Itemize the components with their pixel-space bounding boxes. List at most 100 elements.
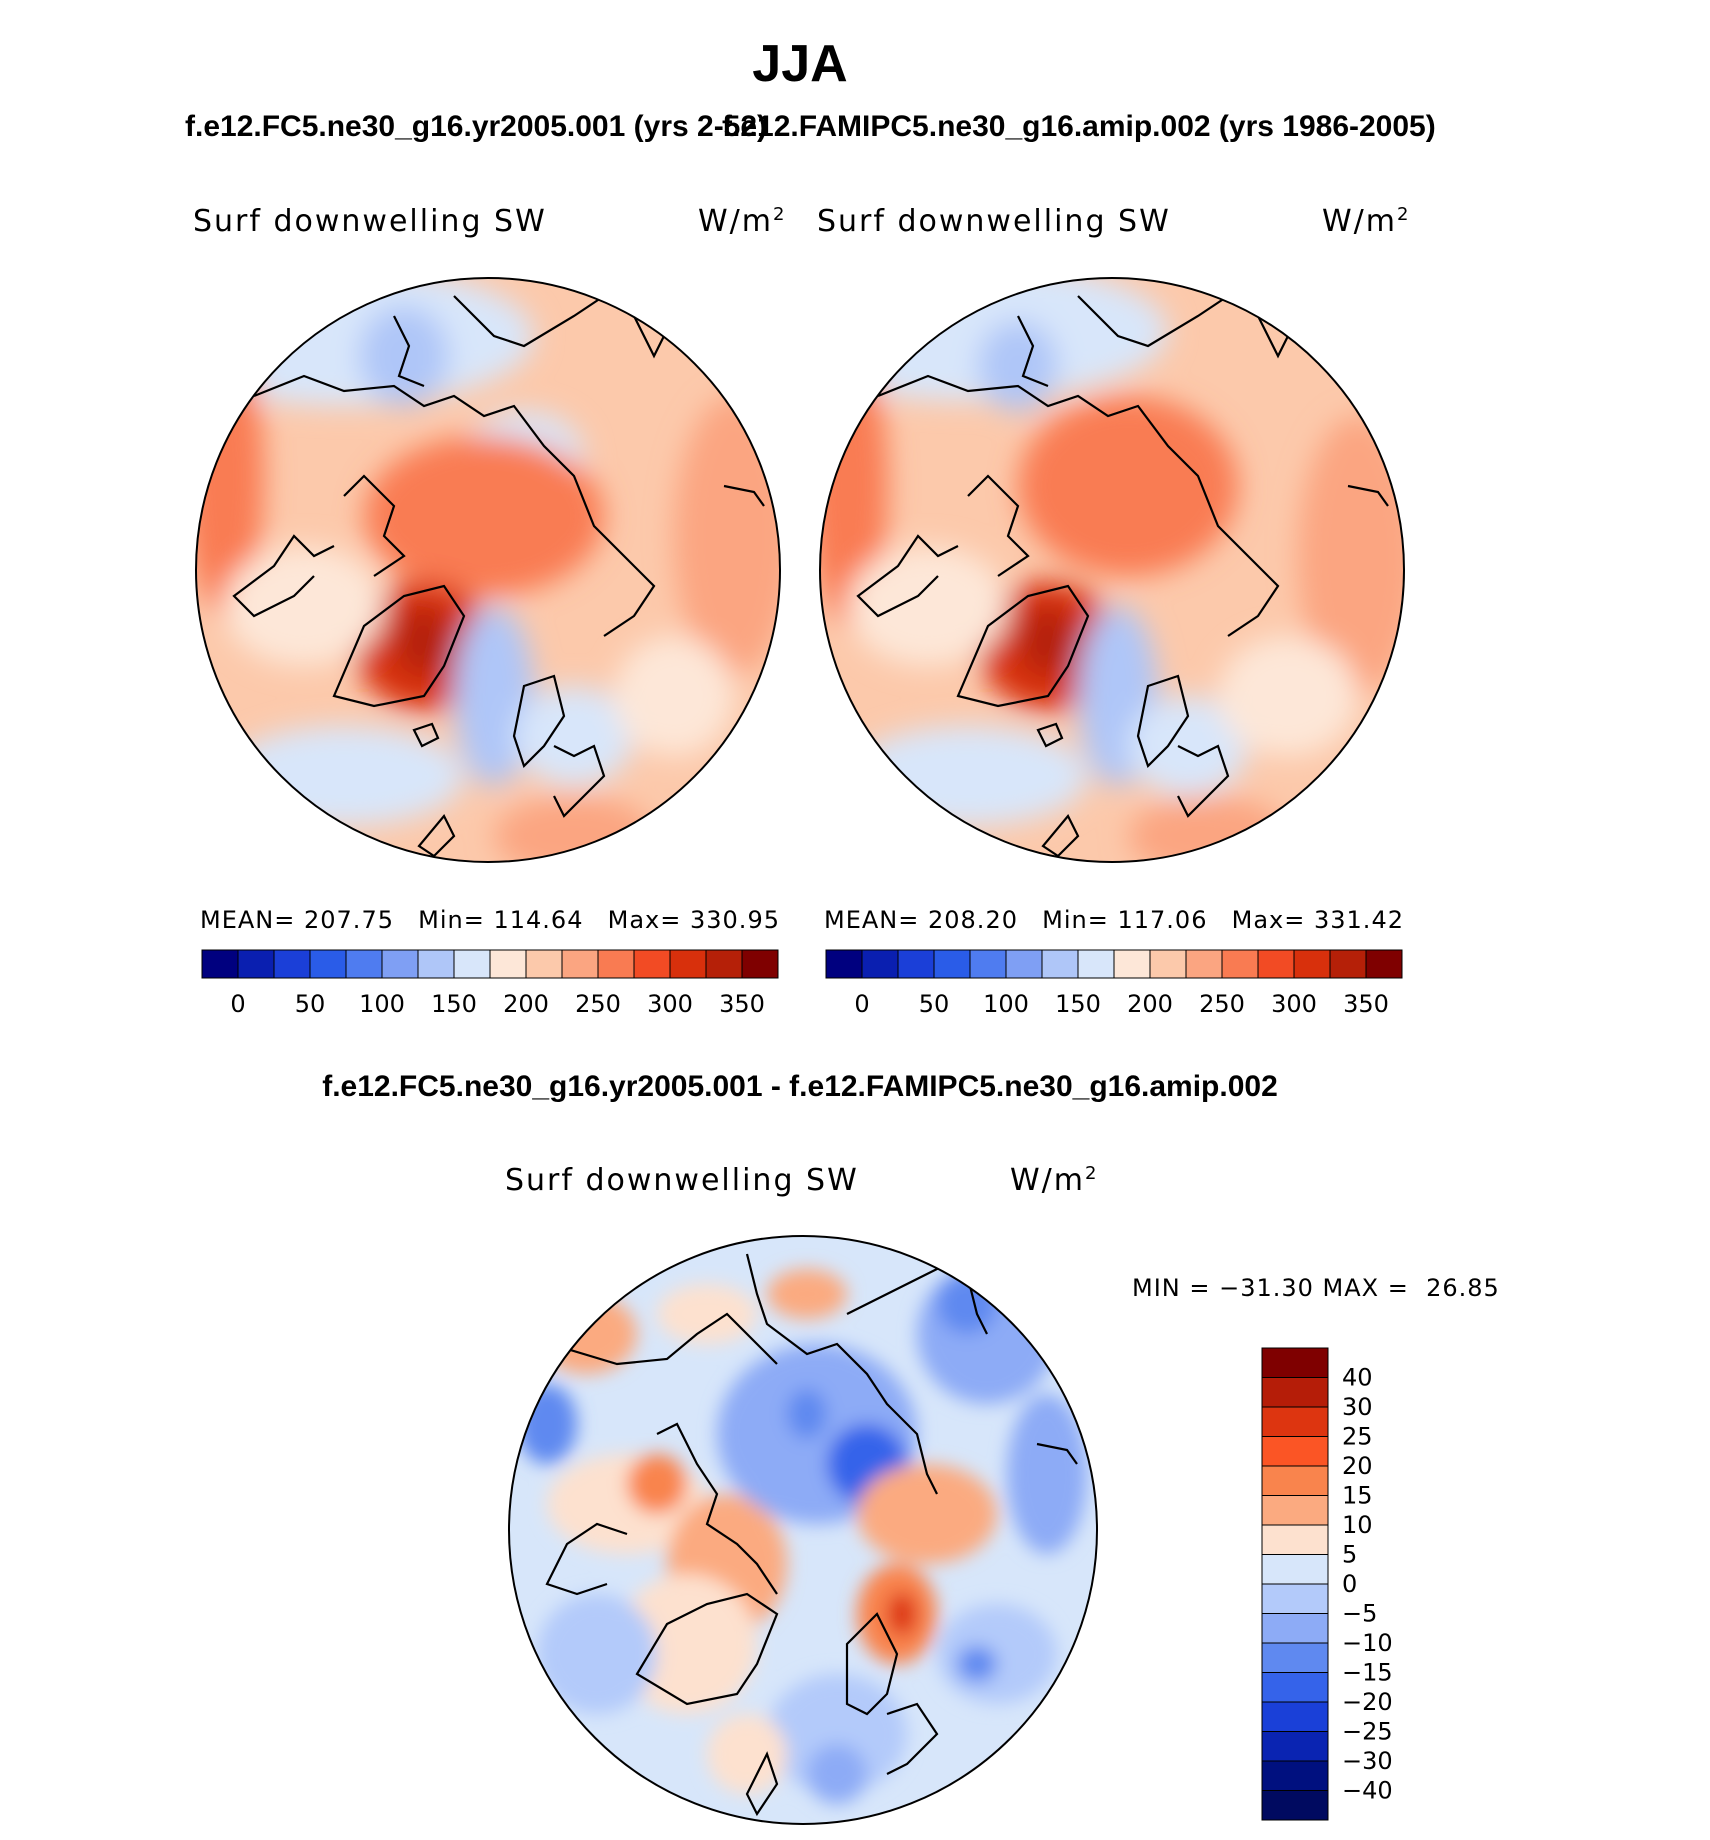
diff-map [508, 1235, 1098, 1825]
diff-colorbar-swatch [1261, 1672, 1329, 1703]
diff-colorbar-swatch [1261, 1524, 1329, 1555]
panel2-colorbar-tick-label: 250 [1199, 990, 1245, 1018]
panel1-mean: MEAN= 207.75 [200, 906, 394, 934]
panel2-colorbar-tick-label: 100 [983, 990, 1029, 1018]
panel2-variable-label: Surf downwelling SW [817, 204, 1171, 239]
panel2-colorbar-tick-label: 350 [1343, 990, 1389, 1018]
diff-colorbar-tick-label: −40 [1342, 1777, 1393, 1805]
diff-colorbar-swatch [1261, 1760, 1329, 1791]
panel2-colorbar-tick-label: 200 [1127, 990, 1173, 1018]
panel2-title: f.e12.FAMIPC5.ne30_g16.amip.002 (yrs 198… [722, 110, 1436, 143]
diff-colorbar-swatch [1261, 1465, 1329, 1496]
panel2-min: Min= 117.06 [1042, 906, 1208, 934]
diff-colorbar-tick-label: −20 [1342, 1688, 1393, 1716]
panel1-colorbar: 0 50 100 150 200 250 300 350 [201, 949, 779, 1018]
diff-colorbar-tick-label: 15 [1342, 1482, 1373, 1510]
diff-title: f.e12.FC5.ne30_g16.yr2005.001 - f.e12.FA… [322, 1070, 1278, 1103]
panel2-colorbar-swatch [1257, 949, 1295, 979]
panel2-map [819, 277, 1405, 863]
panel2-colorbar-tick-label: 150 [1055, 990, 1101, 1018]
panel1-colorbar-swatch [201, 949, 239, 979]
panel2-colorbar-swatch [1149, 949, 1187, 979]
diff-colorbar-swatch [1261, 1436, 1329, 1467]
diff-colorbar-tick-label: −30 [1342, 1747, 1393, 1775]
diff-colorbar-tick-label: 10 [1342, 1511, 1373, 1539]
panel1-colorbar-swatch [525, 949, 563, 979]
panel1-colorbar-tick-label: 0 [230, 990, 245, 1018]
panel1-colorbar-swatch [597, 949, 635, 979]
panel2-colorbar-swatch [897, 949, 935, 979]
diff-colorbar-swatch [1261, 1495, 1329, 1526]
panel2-colorbar-swatch [1005, 949, 1043, 979]
panel1-colorbar-swatch [417, 949, 455, 979]
diff-stats: MIN = −31.30 MAX = 26.85 [1132, 1274, 1500, 1302]
panel2-stats: MEAN= 208.20 Min= 117.06 Max= 331.42 [824, 906, 1404, 934]
panel2-units-label: W/m2 [1322, 204, 1411, 239]
panel1-colorbar-swatch [705, 949, 743, 979]
panel1-title: f.e12.FC5.ne30_g16.yr2005.001 (yrs 2-52) [185, 110, 768, 143]
diff-colorbar-swatch [1261, 1701, 1329, 1732]
panel2-colorbar-swatch [1077, 949, 1115, 979]
diff-colorbar-swatch [1261, 1583, 1329, 1614]
panel1-colorbar-swatch [669, 949, 707, 979]
panel2-colorbar-swatch [1365, 949, 1403, 979]
diff-colorbar-tick-label: 5 [1342, 1541, 1357, 1569]
panel1-units-label: W/m2 [698, 204, 787, 239]
panel2-colorbar-tick-label: 300 [1271, 990, 1317, 1018]
panel1-map [195, 277, 781, 863]
panel2-colorbar-swatch [861, 949, 899, 979]
diff-colorbar-tick-label: 20 [1342, 1452, 1373, 1480]
panel1-colorbar-tick-label: 100 [359, 990, 405, 1018]
panel1-colorbar-tick-label: 150 [431, 990, 477, 1018]
panel1-colorbar-swatch [309, 949, 347, 979]
panel1-colorbar-swatch [453, 949, 491, 979]
diff-colorbar-swatch [1261, 1731, 1329, 1762]
panel2-colorbar-swatch [1221, 949, 1259, 979]
panel2-colorbar-swatch [1293, 949, 1331, 979]
panel1-colorbar-swatch [741, 949, 779, 979]
diff-colorbar-tick-label: −10 [1342, 1629, 1393, 1657]
diff-colorbar-swatch [1261, 1642, 1329, 1673]
panel2-colorbar-swatch [1329, 949, 1367, 979]
page-title: JJA [752, 35, 848, 93]
panel1-colorbar-swatch [633, 949, 671, 979]
diff-colorbar-tick-label: −15 [1342, 1659, 1393, 1687]
panel2-colorbar-swatch [969, 949, 1007, 979]
panel1-colorbar-swatch [489, 949, 527, 979]
panel2-colorbar-swatch [1185, 949, 1223, 979]
diff-colorbar-swatch [1261, 1406, 1329, 1437]
panel2-colorbar-swatch [1113, 949, 1151, 979]
panel1-colorbar-swatch [381, 949, 419, 979]
panel1-colorbar-swatch [237, 949, 275, 979]
panel1-colorbar-tick-label: 250 [575, 990, 621, 1018]
diff-colorbar-swatch [1261, 1790, 1329, 1821]
panel1-colorbar-swatch [273, 949, 311, 979]
panel2-max: Max= 331.42 [1231, 906, 1404, 934]
diff-colorbar-tick-label: 0 [1342, 1570, 1357, 1598]
panel1-variable-label: Surf downwelling SW [193, 204, 547, 239]
panel1-colorbar-tick-label: 350 [719, 990, 765, 1018]
panel2-colorbar-tick-label: 0 [854, 990, 869, 1018]
diff-colorbar-tick-label: 40 [1342, 1364, 1373, 1392]
panel1-colorbar-tick-label: 300 [647, 990, 693, 1018]
panel2-colorbar-tick-label: 50 [919, 990, 950, 1018]
diff-variable-label: Surf downwelling SW [505, 1163, 859, 1198]
panel1-colorbar-tick-label: 200 [503, 990, 549, 1018]
panel1-stats: MEAN= 207.75 Min= 114.64 Max= 330.95 [200, 906, 780, 934]
panel2-mean: MEAN= 208.20 [824, 906, 1018, 934]
panel1-colorbar-tick-label: 50 [295, 990, 326, 1018]
diff-colorbar-swatch [1261, 1554, 1329, 1585]
panel1-colorbar-swatch [561, 949, 599, 979]
diff-colorbar-tick-label: 25 [1342, 1423, 1373, 1451]
diff-colorbar-tick-label: −25 [1342, 1718, 1393, 1746]
diff-colorbar-swatch [1261, 1377, 1329, 1408]
panel1-colorbar-swatch [345, 949, 383, 979]
diff-colorbar-swatch [1261, 1347, 1329, 1378]
diff-units-label: W/m2 [1010, 1163, 1099, 1198]
diff-colorbar-tick-label: 30 [1342, 1393, 1373, 1421]
panel1-min: Min= 114.64 [418, 906, 584, 934]
diff-colorbar-tick-label: −5 [1342, 1600, 1377, 1628]
panel2-colorbar-swatch [1041, 949, 1079, 979]
diff-colorbar-swatch [1261, 1613, 1329, 1644]
